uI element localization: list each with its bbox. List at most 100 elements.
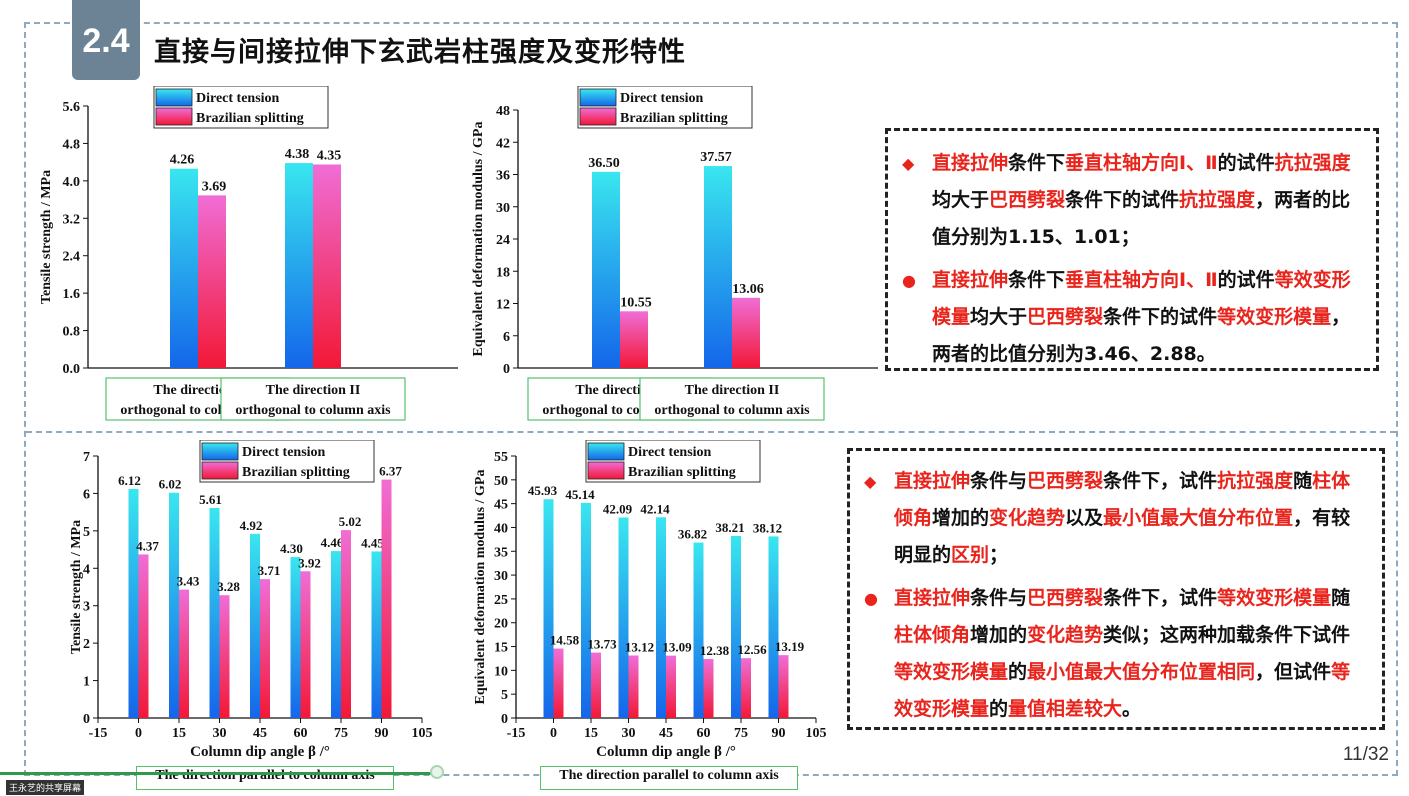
data-label: 42.14 xyxy=(640,501,670,516)
x-tick-label: 60 xyxy=(697,726,711,741)
highlight-text: 抗拉强度 xyxy=(1217,470,1294,492)
category-label: orthogonal to column axis xyxy=(235,403,391,418)
y-tick-label: 35 xyxy=(494,545,508,560)
note-paragraph: ● 直接拉伸条件下垂直柱轴方向Ⅰ、Ⅱ的试件等效变形模量均大于巴西劈裂条件下的试件等… xyxy=(902,262,1360,373)
data-label: 6.02 xyxy=(159,477,182,492)
note-text: 条件下的试件 xyxy=(1103,306,1218,328)
data-label: 4.46 xyxy=(321,535,344,550)
data-label: 13.73 xyxy=(587,637,617,652)
note-text: 增加的 xyxy=(932,507,990,529)
category-label: The direction I xyxy=(153,383,242,398)
note-text: 的 xyxy=(989,698,1009,720)
note-text: 均大于 xyxy=(970,306,1028,328)
x-tick-label: 45 xyxy=(253,726,267,741)
chart-legend: Direct tension Brazilian splitting xyxy=(199,440,375,483)
legend-label-direct: Direct tension xyxy=(196,91,280,106)
y-tick-label: 3 xyxy=(83,600,90,615)
bar-brazilian xyxy=(741,658,751,718)
section-divider xyxy=(26,431,1396,433)
note-text: ，两者的比值分别为1.15、1.01； xyxy=(932,189,1351,248)
legend-swatch-direct xyxy=(155,88,193,107)
x-tick-label: 90 xyxy=(375,726,389,741)
highlight-text: 等效变形模量 xyxy=(1217,587,1332,609)
y-axis-label: Equivalent deformation modulus / GPa xyxy=(473,470,488,705)
data-label: 12.56 xyxy=(737,642,767,657)
bar-brazilian xyxy=(553,648,564,718)
x-tick-label: 105 xyxy=(806,726,827,741)
bar-direct xyxy=(768,536,779,718)
bar-brazilian xyxy=(703,659,714,718)
highlight-text: 直接拉伸 xyxy=(894,587,971,609)
legend-swatch-direct xyxy=(201,442,239,461)
bar-brazilian xyxy=(313,164,341,368)
y-tick-label: 3.2 xyxy=(63,212,81,227)
category-label: The direction II xyxy=(685,383,780,398)
bar-direct xyxy=(543,499,554,718)
data-label: 13.09 xyxy=(662,640,692,655)
note-text: 条件与 xyxy=(970,587,1028,609)
x-tick-label: 30 xyxy=(622,726,636,741)
data-label: 4.92 xyxy=(240,518,263,533)
x-tick-label: 75 xyxy=(734,726,748,741)
note-text: 以及 xyxy=(1065,507,1104,529)
data-label: 13.19 xyxy=(775,639,805,654)
y-tick-label: 55 xyxy=(494,450,508,465)
legend-swatch-brazilian xyxy=(155,107,193,126)
y-tick-label: 4.0 xyxy=(63,175,81,190)
notes-top-box: ◆ 直接拉伸条件下垂直柱轴方向Ⅰ、Ⅱ的试件抗拉强度均大于巴西劈裂条件下的试件抗拉强… xyxy=(885,128,1379,371)
playback-progress-bar[interactable] xyxy=(0,772,437,775)
highlight-text: 最小值最大值分布位置 xyxy=(1103,507,1294,529)
bar-direct xyxy=(250,533,260,718)
legend-swatch-direct xyxy=(587,442,625,461)
y-tick-label: 2 xyxy=(83,637,90,652)
y-tick-label: 25 xyxy=(494,593,508,608)
bar-direct xyxy=(170,168,198,368)
bar-brazilian xyxy=(300,571,311,718)
highlight-text: 巴西劈裂 xyxy=(1027,587,1104,609)
bar-direct xyxy=(656,517,666,718)
page-number: 11/32 xyxy=(1342,744,1389,765)
highlight-text: 等效变形模量 xyxy=(894,661,1009,683)
x-tick-label: -15 xyxy=(507,726,526,741)
playback-progress-handle[interactable] xyxy=(429,765,444,779)
x-axis-label: Column dip angle β /° xyxy=(190,744,330,760)
y-tick-label: 40 xyxy=(494,521,508,536)
bar-direct xyxy=(290,557,301,718)
legend-swatch-brazilian xyxy=(587,461,625,480)
data-label: 3.71 xyxy=(258,563,281,578)
bar-brazilian xyxy=(198,195,226,368)
data-label: 13.06 xyxy=(732,282,764,297)
y-tick-label: 50 xyxy=(494,474,508,489)
legend-swatch-brazilian xyxy=(579,107,617,126)
note-text: 。 xyxy=(1122,698,1142,720)
data-label: 45.93 xyxy=(528,483,558,498)
data-label: 3.43 xyxy=(177,574,200,589)
y-tick-label: 10 xyxy=(494,664,508,679)
y-tick-label: 48 xyxy=(496,104,510,119)
bar-direct xyxy=(371,551,382,718)
chart-legend: Direct tension Brazilian splitting xyxy=(585,440,761,483)
highlight-text: 垂直柱轴方向Ⅰ、Ⅱ xyxy=(1065,269,1218,291)
note-text: 的试件 xyxy=(1217,152,1275,174)
diamond-bullet-icon: ◆ xyxy=(864,472,877,491)
bar-direct xyxy=(331,551,341,718)
chart-modulus-dip-angle: 0 5 10 15 20 25 30 35 40 45 50 55 Equivalent deforma… xyxy=(466,440,836,762)
y-tick-label: 6 xyxy=(83,487,90,502)
dot-bullet-icon: ● xyxy=(902,271,916,290)
y-tick-label: 5 xyxy=(501,688,508,703)
highlight-text: 抗拉强度 xyxy=(1274,152,1351,174)
note-paragraph: ◆ 直接拉伸条件下垂直柱轴方向Ⅰ、Ⅱ的试件抗拉强度均大于巴西劈裂条件下的试件抗拉强… xyxy=(902,145,1360,256)
note-paragraph: ● 直接拉伸条件与巴西劈裂条件下，试件等效变形模量随柱体倾角增加的变化趋势类似；这… xyxy=(864,580,1368,728)
data-label: 13.12 xyxy=(625,640,654,655)
y-tick-label: 0.0 xyxy=(63,362,81,377)
data-label: 14.58 xyxy=(550,633,580,648)
y-tick-label: 18 xyxy=(496,265,510,280)
data-label: 4.38 xyxy=(285,147,310,162)
caption-parallel-left: The direction parallel to column axis xyxy=(136,766,394,790)
data-label: 37.57 xyxy=(700,150,732,165)
highlight-text: 变化趋势 xyxy=(1027,624,1104,646)
y-tick-label: 0 xyxy=(83,712,90,727)
note-text: 随 xyxy=(1293,470,1313,492)
highlight-text: 柱体倾角 xyxy=(894,470,1351,529)
bar-direct xyxy=(209,508,220,718)
